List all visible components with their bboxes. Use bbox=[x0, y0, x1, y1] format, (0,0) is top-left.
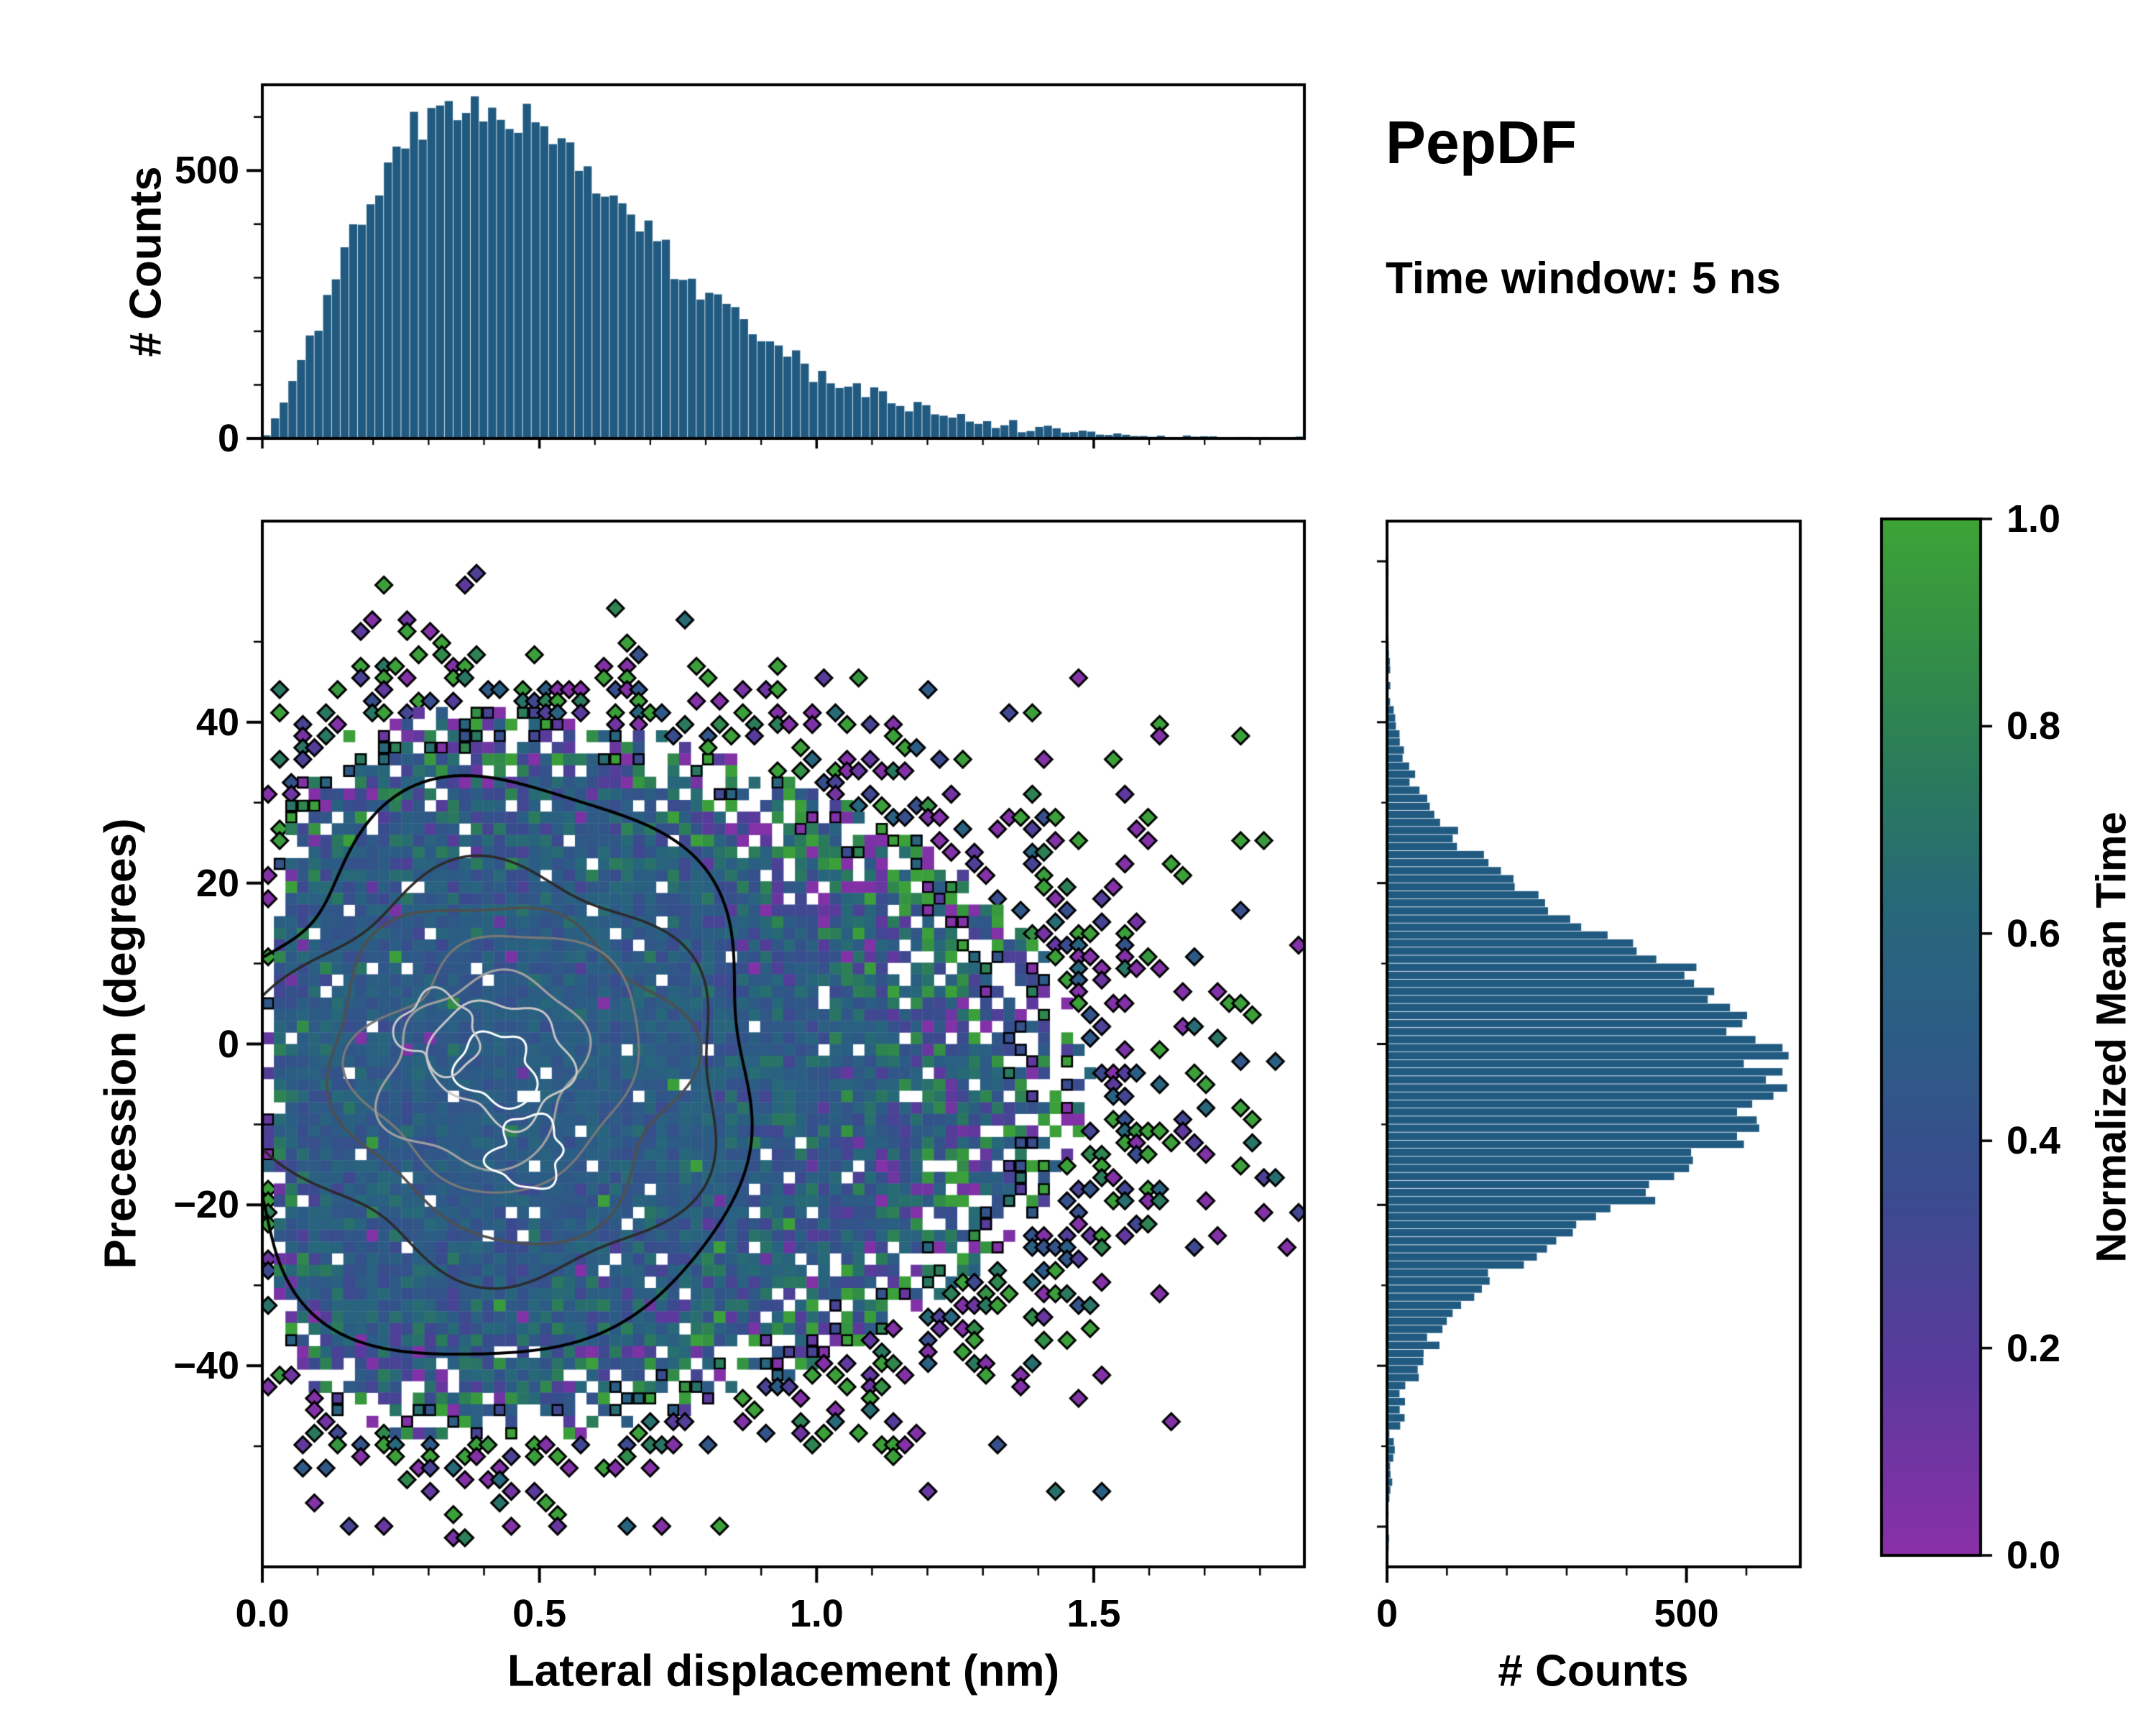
tick-label: 0.0 bbox=[2007, 1534, 2061, 1577]
tick-label: 0 bbox=[217, 417, 239, 460]
tick-label: −20 bbox=[173, 1183, 239, 1227]
tick-label: 1.0 bbox=[2007, 497, 2061, 540]
tick-label: 0.8 bbox=[2007, 704, 2061, 748]
plot-subtitle: Time window: 5 ns bbox=[1386, 254, 1782, 303]
tick-label: 0.2 bbox=[2007, 1326, 2061, 1370]
tick-label: −40 bbox=[173, 1344, 239, 1388]
main-xlabel: Lateral displacement (nm) bbox=[507, 1646, 1060, 1696]
top-hist-ylabel: # Counts bbox=[121, 166, 171, 357]
right-hist-xlabel: # Counts bbox=[1498, 1646, 1689, 1696]
tick-label: 1.5 bbox=[1067, 1592, 1121, 1635]
colorbar-label: Normalized Mean Time bbox=[2088, 811, 2135, 1263]
tick-label: 0 bbox=[217, 1022, 239, 1066]
tick-label: 1.0 bbox=[789, 1592, 844, 1635]
tick-label: 0.4 bbox=[2007, 1119, 2061, 1163]
tick-label: 20 bbox=[195, 861, 239, 905]
tick-label: 500 bbox=[174, 149, 239, 193]
tick-label: 0 bbox=[1376, 1592, 1399, 1635]
tick-label: 0.0 bbox=[235, 1592, 290, 1635]
plot-title: PepDF bbox=[1386, 109, 1577, 176]
tick-label: 500 bbox=[1654, 1592, 1719, 1635]
tick-label: 40 bbox=[195, 700, 239, 744]
main-ylabel: Precession (degrees) bbox=[96, 818, 146, 1269]
tick-label: 0.5 bbox=[512, 1592, 567, 1635]
tick-label: 0.6 bbox=[2007, 911, 2061, 955]
